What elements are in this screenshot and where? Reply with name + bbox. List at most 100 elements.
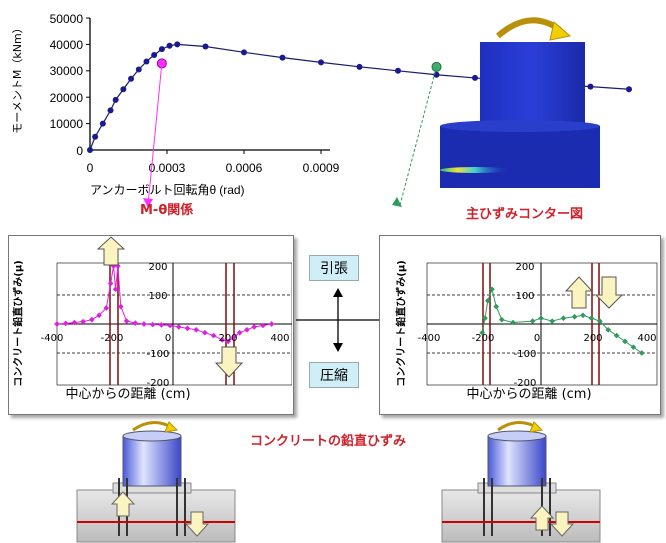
strain-point [219, 337, 226, 343]
moment-point [174, 41, 181, 48]
xtick: 0 [165, 333, 171, 344]
xtick: 200 [218, 333, 237, 344]
strain-point [630, 344, 637, 351]
moment-point [626, 86, 632, 93]
x-axis-label-left: 中心からの距離 (cm) [65, 387, 190, 402]
strain-point [588, 315, 595, 322]
connector-magenta-arrowhead [143, 198, 153, 208]
compression-label: 圧縮 [309, 362, 359, 388]
strain-point [103, 305, 110, 311]
strain-chart-right: -400 -200 0 200 400 200 100 -100 -200 中心… [418, 262, 658, 402]
tension-arrow-icon [529, 505, 555, 531]
strain-point [167, 322, 173, 329]
strain-point [149, 321, 156, 328]
foundation-block [441, 489, 601, 543]
x-axis-label-right: 中心からの距離 (cm) [466, 387, 591, 402]
strain-point [560, 315, 567, 322]
tension-label: 引張 [309, 255, 359, 281]
foundation-right [441, 421, 601, 543]
strain-point [510, 319, 516, 326]
moment-point [279, 54, 286, 61]
column-cylinder [122, 435, 182, 487]
xtick: -200 [472, 333, 495, 344]
moment-point [472, 74, 478, 81]
y-axis-label-left: コンクリート鉛直ひずみ(μ) [13, 260, 25, 387]
strain-point [231, 334, 237, 340]
xtick: 400 [637, 333, 656, 344]
xtick: -200 [101, 333, 124, 344]
xtick: 200 [583, 333, 602, 344]
strain-point [96, 312, 102, 319]
ytick: -100 [514, 349, 537, 360]
moment-point [107, 107, 114, 114]
strain-point [479, 329, 486, 336]
foundation-block [76, 489, 236, 543]
moment-xtick: 0.0009 [303, 161, 340, 175]
moment-ytick: 50000 [50, 12, 84, 26]
tension-arrow-icon [110, 491, 136, 517]
strain-point [571, 313, 578, 320]
strain-point [493, 303, 500, 310]
ytick: 200 [515, 262, 534, 273]
moment-xtick: 0.0003 [149, 161, 186, 175]
ytick: 100 [515, 291, 534, 302]
strain-point [580, 312, 586, 319]
contour-base [440, 126, 600, 188]
strain-point [175, 324, 182, 330]
moment-point [92, 133, 99, 140]
moment-ytick: 0 [76, 144, 83, 158]
strain-point [244, 326, 250, 333]
strain-point [613, 332, 620, 339]
moment-ytick: 40000 [50, 38, 84, 52]
ytick: -200 [147, 378, 170, 389]
moment-point [241, 49, 247, 56]
tension-arrow-icon [564, 276, 594, 309]
strain-point [482, 315, 488, 322]
strain-point [193, 326, 200, 333]
moment-xtick: 0 [87, 161, 94, 175]
compression-arrow-icon [594, 276, 624, 309]
strain-point [141, 321, 147, 327]
rotation-arrow-icon [496, 17, 562, 39]
caption-contour: 主ひずみコンター図 [466, 207, 584, 222]
contour-figure [440, 17, 600, 188]
ytick: -100 [147, 349, 170, 360]
moment-ytick: 20000 [50, 91, 84, 105]
moment-point [395, 67, 401, 74]
tension-arrow-icon [96, 236, 126, 266]
connector-green-arrowhead [392, 197, 402, 207]
strain-point [202, 329, 208, 336]
strain-point [71, 319, 78, 326]
moment-point [587, 83, 594, 90]
xtick: -400 [418, 333, 441, 344]
strain-point [117, 303, 124, 310]
moment-point [135, 66, 142, 73]
moment-x-ticks [166, 150, 322, 154]
connector-green [399, 66, 437, 206]
strain-point [268, 321, 275, 327]
column-cylinder [487, 435, 547, 487]
compression-arrow-icon [214, 346, 244, 378]
xtick: 400 [270, 333, 289, 344]
connector-magenta [147, 63, 163, 206]
strain-point [123, 318, 130, 324]
moment-points [87, 41, 632, 153]
strain-point [622, 338, 628, 345]
strain-chart-left: -400 -200 0 200 400 200 100 -100 -200 中心… [41, 236, 292, 402]
strain-point [184, 325, 191, 332]
compression-arrow-icon [184, 511, 210, 537]
xtick: 0 [534, 333, 540, 344]
moment-point [112, 96, 119, 103]
y-axis-label-right: コンクリート鉛直ひずみ(μ) [396, 260, 408, 387]
moment-point [318, 59, 324, 66]
strain-point [107, 280, 114, 287]
moment-y-ticks [86, 17, 90, 125]
strain-point [158, 322, 165, 328]
contour-base-top [440, 120, 600, 132]
moment-point [158, 46, 165, 53]
strain-point [251, 324, 258, 330]
ytick: 200 [148, 262, 167, 273]
moment-point [99, 120, 106, 127]
contour-hotspot [440, 167, 510, 173]
